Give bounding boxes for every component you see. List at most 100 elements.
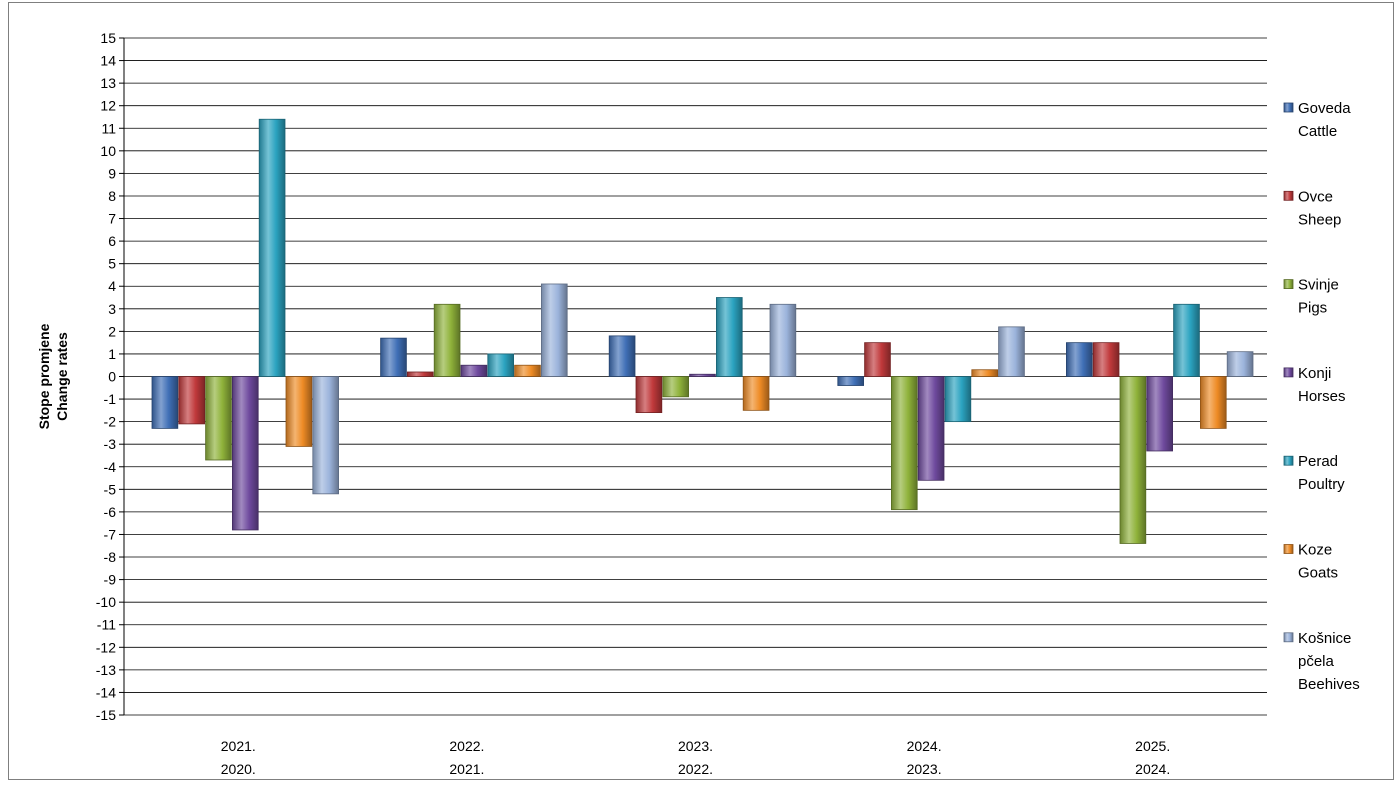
x-category-label: 2024.: [907, 738, 942, 754]
bar: [917, 376, 945, 481]
y-tick-label: -6: [104, 504, 117, 520]
bar: [608, 335, 636, 377]
bar: [944, 376, 972, 423]
y-tick-label: -7: [104, 526, 117, 542]
y-tick-label: 3: [108, 301, 116, 317]
y-tick-label: 13: [100, 75, 116, 91]
legend-swatch: [1283, 632, 1294, 643]
y-axis-label-line: Stope promjene: [36, 323, 52, 429]
bar: [662, 376, 689, 398]
y-tick-label: -13: [96, 662, 116, 678]
y-tick-label: 6: [108, 233, 116, 249]
y-axis-label-line: Change rates: [54, 332, 70, 421]
bar: [998, 326, 1025, 377]
bar: [1200, 376, 1227, 429]
x-axis-categories: 2021. 2020. 2022. 2021. 2023. 2022. 2024. 2023.…: [221, 738, 1170, 777]
chart-frame: -15 -14 -13 -12 -11 -10 -9 -8 -7 -6 -5 -4 -3 -2 -1 0 1 2 3…: [8, 2, 1394, 780]
bar-chart: -15-14-13-12-11-10-9-8-7-6-5-4-3-2-10123…: [36, 30, 1360, 777]
bar: [864, 342, 891, 377]
y-tick-label: 2: [108, 323, 116, 339]
x-category-label: 2021.: [221, 738, 256, 754]
y-tick-label: -10: [96, 594, 116, 610]
y-tick-label: 15: [100, 30, 116, 46]
legend-swatch: [1283, 367, 1294, 378]
legend-label: Svinje: [1298, 277, 1339, 294]
legend-label: Koze: [1298, 542, 1332, 559]
y-tick-label: 0: [108, 369, 116, 385]
bar: [433, 303, 461, 377]
x-category-label: 2020.: [221, 761, 256, 777]
y-tick-label: 10: [100, 143, 116, 159]
legend-label: pčela: [1298, 653, 1335, 670]
legend-label: Konji: [1298, 365, 1331, 382]
bar: [1146, 376, 1174, 452]
bar: [635, 376, 663, 414]
y-tick-label: 5: [108, 256, 116, 272]
y-tick-label: -14: [96, 684, 116, 700]
legend-label: Cattle: [1298, 123, 1337, 140]
legend-swatch: [1283, 190, 1294, 201]
bar: [487, 353, 514, 377]
y-tick-label: 12: [100, 98, 116, 114]
bar: [541, 283, 568, 377]
bar: [742, 376, 770, 411]
x-category-label: 2021.: [449, 761, 484, 777]
legend-label: Košnice: [1298, 630, 1351, 647]
y-tick-label: -12: [96, 639, 116, 655]
bar: [151, 376, 179, 429]
y-tick-label: -8: [104, 549, 117, 565]
y-tick-label: 1: [108, 346, 116, 362]
legend-swatch: [1283, 544, 1294, 554]
y-tick-label: -4: [104, 459, 117, 475]
y-tick-label: -1: [104, 391, 117, 407]
bar: [1119, 376, 1147, 544]
y-tick-label: 11: [101, 120, 116, 136]
y-tick-label: 8: [108, 188, 116, 204]
bar: [689, 373, 716, 377]
y-axis-ticks: -15-14-13-12-11-10-9-8-7-6-5-4-3-2-10123…: [96, 30, 125, 723]
x-category-label: 2023.: [907, 761, 942, 777]
legend-label: Horses: [1298, 388, 1346, 405]
y-tick-label: -11: [97, 617, 116, 633]
bar: [1066, 342, 1093, 377]
x-category-label: 2022.: [449, 738, 484, 754]
y-tick-label: -5: [104, 481, 117, 497]
bar: [1092, 342, 1120, 377]
y-tick-label: -3: [104, 436, 117, 452]
legend-swatch: [1283, 102, 1294, 113]
legend-label: Sheep: [1298, 211, 1341, 228]
bar: [285, 376, 313, 447]
legend-label: Ovce: [1298, 188, 1333, 205]
y-tick-label: -2: [104, 414, 117, 430]
x-category-label: 2025.: [1135, 738, 1170, 754]
y-tick-label: 9: [108, 165, 116, 181]
legend: Goveda Cattle Ovce Sheep Svinje Pigs Konji Hors…: [1283, 100, 1360, 693]
bar: [205, 376, 232, 461]
y-tick-label: -9: [104, 572, 117, 588]
legend-swatch: [1283, 455, 1294, 466]
bar: [891, 376, 918, 511]
y-tick-label: -15: [96, 707, 116, 723]
bar: [1226, 351, 1254, 377]
bars: [151, 118, 1254, 544]
y-tick-label: 4: [108, 278, 116, 294]
bar: [971, 369, 998, 377]
bar: [380, 337, 407, 377]
bar: [769, 303, 797, 377]
bar: [258, 118, 286, 377]
bar: [231, 376, 259, 531]
x-category-label: 2024.: [1135, 761, 1170, 777]
bar: [716, 297, 743, 377]
legend-label: Goats: [1298, 565, 1338, 582]
legend-label: Perad: [1298, 453, 1338, 470]
bar: [406, 371, 434, 377]
bar: [837, 376, 864, 386]
legend-label: Poultry: [1298, 476, 1345, 493]
bar: [460, 364, 488, 377]
bar: [1173, 303, 1200, 377]
y-tick-label: 14: [100, 53, 116, 69]
legend-label: Beehives: [1298, 676, 1360, 693]
bar: [312, 376, 339, 495]
x-category-label: 2023.: [678, 738, 713, 754]
y-axis-label: Stope promjene Change rates: [36, 323, 70, 429]
